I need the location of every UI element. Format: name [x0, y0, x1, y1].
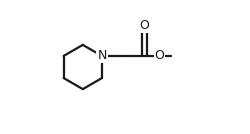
Text: O: O	[139, 19, 149, 32]
Text: N: N	[97, 49, 107, 62]
Text: O: O	[154, 49, 164, 62]
